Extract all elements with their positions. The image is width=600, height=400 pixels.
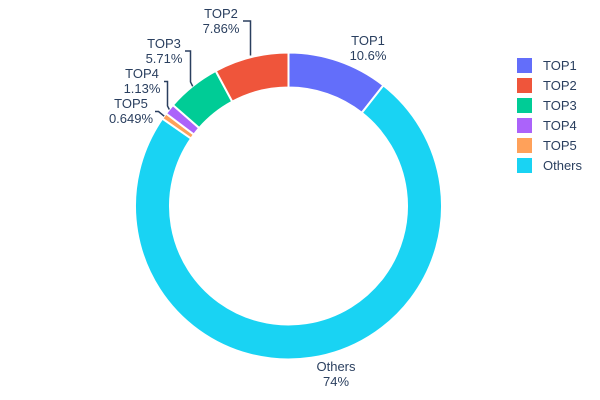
legend-swatch-top5 [517,138,532,153]
legend-swatch-top2 [517,78,532,93]
legend-item-top4[interactable]: TOP4 [517,118,582,133]
legend-swatch-top1 [517,58,532,73]
legend-item-top3[interactable]: TOP3 [517,98,582,113]
slice-labels: TOP1 10.6% TOP2 7.86% TOP3 5.71%TOP4 1.13%TOP5… [109,6,387,389]
legend-swatch-top3 [517,98,532,113]
legend-label-top5: TOP5 [543,138,577,153]
legend-swatch-top4 [517,118,532,133]
slice-label-top3: TOP3 5.71% [146,36,183,66]
leader-line-top5 [155,110,165,117]
legend-item-others[interactable]: Others [517,158,582,173]
slice-top2[interactable] [214,51,290,103]
legend-label-top4: TOP4 [543,118,577,133]
legend-item-top5[interactable]: TOP5 [517,138,582,153]
donut-slices [134,51,443,361]
slice-others[interactable] [134,84,443,361]
slice-label-top4: TOP4 1.13% [124,66,161,96]
legend-item-top1[interactable]: TOP1 [517,58,582,73]
leader-line-top3 [185,50,194,87]
legend-label-top2: TOP2 [543,78,577,93]
legend-swatch-others [517,158,532,173]
label-leader-lines [155,20,252,117]
leader-line-top2 [243,20,252,56]
chart-legend: TOP1 TOP2 TOP3 TOP4 TOP5 Others [517,58,582,178]
legend-item-top2[interactable]: TOP2 [517,78,582,93]
legend-label-top1: TOP1 [543,58,577,73]
slice-label-top1: TOP1 10.6% [350,33,387,63]
leader-line-top4 [164,80,170,110]
slice-label-others: Others 74% [316,359,356,389]
legend-label-others: Others [543,158,583,173]
slice-label-top5: TOP5 0.649% [109,96,154,126]
slice-label-top2: TOP2 7.86% [203,6,240,36]
legend-label-top3: TOP3 [543,98,577,113]
